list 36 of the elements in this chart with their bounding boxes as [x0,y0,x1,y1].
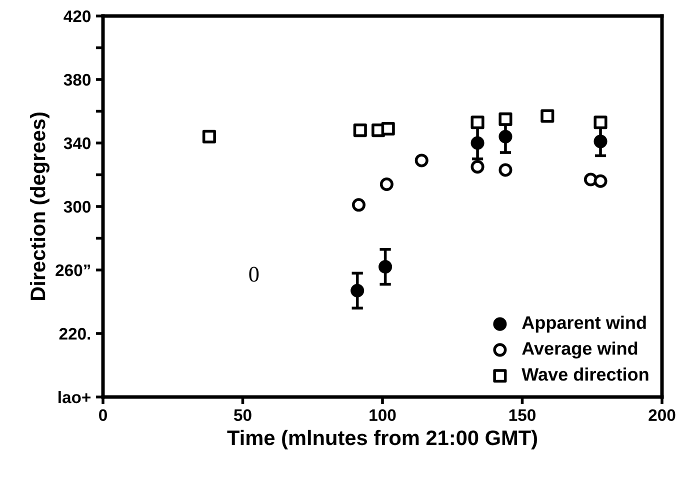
y-tick-label: 380 [64,74,91,86]
y-tick-label: 220. [59,328,90,340]
point [470,116,484,130]
x-axis-title: Time (mlnutes from 21:00 GMT) [227,430,537,450]
point [470,136,484,150]
x-tick-label: 0 [99,409,107,422]
y-axis-title: Direction (degrees) [30,112,50,300]
point [202,130,216,144]
point [414,154,428,168]
x-tick-label: 150 [509,409,536,422]
point [540,109,554,123]
y-tick-label: lao+ [58,390,91,404]
point [470,160,484,174]
point [594,134,608,148]
point [378,260,392,274]
legend-label: Wave direction [522,368,648,381]
point [380,178,394,192]
point [498,130,512,144]
y-tick-label: 300 [64,200,91,213]
x-tick-label: 100 [370,409,396,422]
legend-label: Apparent wind [522,316,646,333]
point [498,163,512,177]
x-tick-label: 200 [648,409,676,422]
point [353,124,367,138]
annotation: 0 [249,266,259,282]
point [350,284,364,298]
y-tick-label: 260” [56,264,90,276]
point [594,174,608,188]
legend-label: Average wind [522,342,638,358]
y-tick-label: 340 [64,137,91,150]
point [381,122,395,136]
y-tick-label: 420 [64,10,91,22]
point [352,198,366,212]
point [498,112,512,126]
point [594,116,608,130]
x-tick-label: 50 [234,409,252,422]
